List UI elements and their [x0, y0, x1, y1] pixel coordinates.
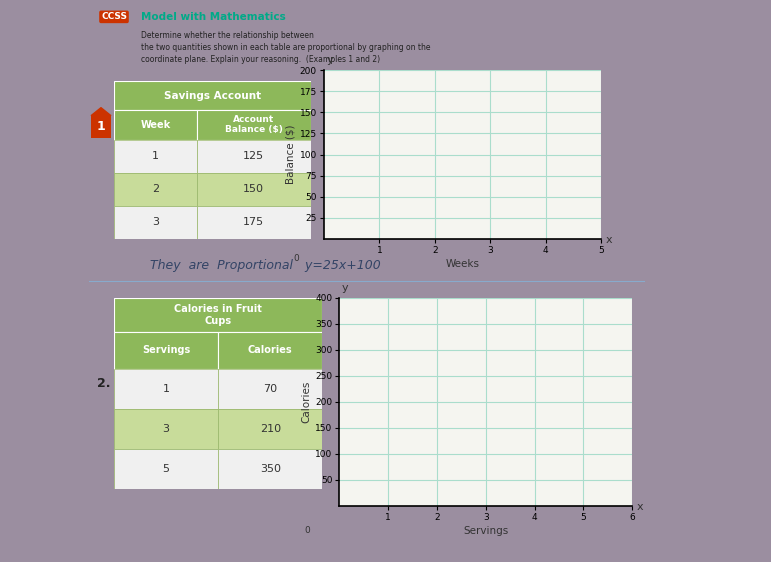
- Text: Week: Week: [140, 120, 170, 130]
- Text: 2: 2: [152, 184, 159, 194]
- Text: 0: 0: [293, 254, 299, 263]
- Text: They  are  Proportional   y=25x+100: They are Proportional y=25x+100: [150, 259, 381, 271]
- Bar: [114, 369, 218, 409]
- Bar: [197, 110, 311, 140]
- Text: Calories: Calories: [248, 346, 292, 355]
- Text: y: y: [342, 283, 348, 293]
- Text: 175: 175: [243, 217, 264, 227]
- X-axis label: Weeks: Weeks: [446, 259, 480, 269]
- Text: 1: 1: [96, 120, 106, 133]
- Text: 70: 70: [263, 384, 278, 393]
- Bar: [114, 206, 197, 239]
- Text: 2.: 2.: [97, 377, 111, 390]
- Bar: [114, 298, 322, 332]
- Bar: [114, 173, 197, 206]
- Bar: [218, 369, 322, 409]
- Text: y: y: [327, 55, 333, 65]
- Text: 350: 350: [260, 464, 281, 474]
- Text: Savings Account: Savings Account: [164, 90, 261, 101]
- Bar: [114, 81, 311, 110]
- Bar: [197, 206, 311, 239]
- Bar: [114, 110, 197, 140]
- Text: 1: 1: [163, 384, 170, 393]
- Text: 5: 5: [163, 464, 170, 474]
- Bar: [197, 140, 311, 173]
- Text: CCSS: CCSS: [101, 12, 127, 21]
- Polygon shape: [90, 107, 112, 115]
- Text: Account
Balance ($): Account Balance ($): [225, 115, 283, 134]
- Bar: [218, 332, 322, 369]
- X-axis label: Servings: Servings: [463, 526, 508, 536]
- Bar: [114, 449, 218, 489]
- Bar: [114, 332, 218, 369]
- Text: 3: 3: [152, 217, 159, 227]
- Bar: [197, 173, 311, 206]
- Text: x: x: [636, 502, 643, 512]
- Text: 125: 125: [243, 151, 264, 161]
- Y-axis label: Balance ($): Balance ($): [285, 125, 295, 184]
- Text: x: x: [605, 235, 612, 245]
- Text: 3: 3: [163, 424, 170, 434]
- Text: 210: 210: [260, 424, 281, 434]
- Text: Model with Mathematics: Model with Mathematics: [141, 12, 286, 22]
- Text: Calories in Fruit
Cups: Calories in Fruit Cups: [174, 304, 262, 327]
- Text: 1: 1: [152, 151, 159, 161]
- Bar: [218, 449, 322, 489]
- Bar: [114, 409, 218, 449]
- Text: 0: 0: [305, 525, 311, 534]
- Text: Servings: Servings: [142, 346, 190, 355]
- Text: 150: 150: [243, 184, 264, 194]
- Y-axis label: Calories: Calories: [301, 380, 311, 423]
- Bar: [91, 115, 111, 138]
- Bar: [218, 409, 322, 449]
- Text: Determine whether the relationship between
the two quantities shown in each tabl: Determine whether the relationship betwe…: [141, 31, 430, 64]
- Bar: [114, 140, 197, 173]
